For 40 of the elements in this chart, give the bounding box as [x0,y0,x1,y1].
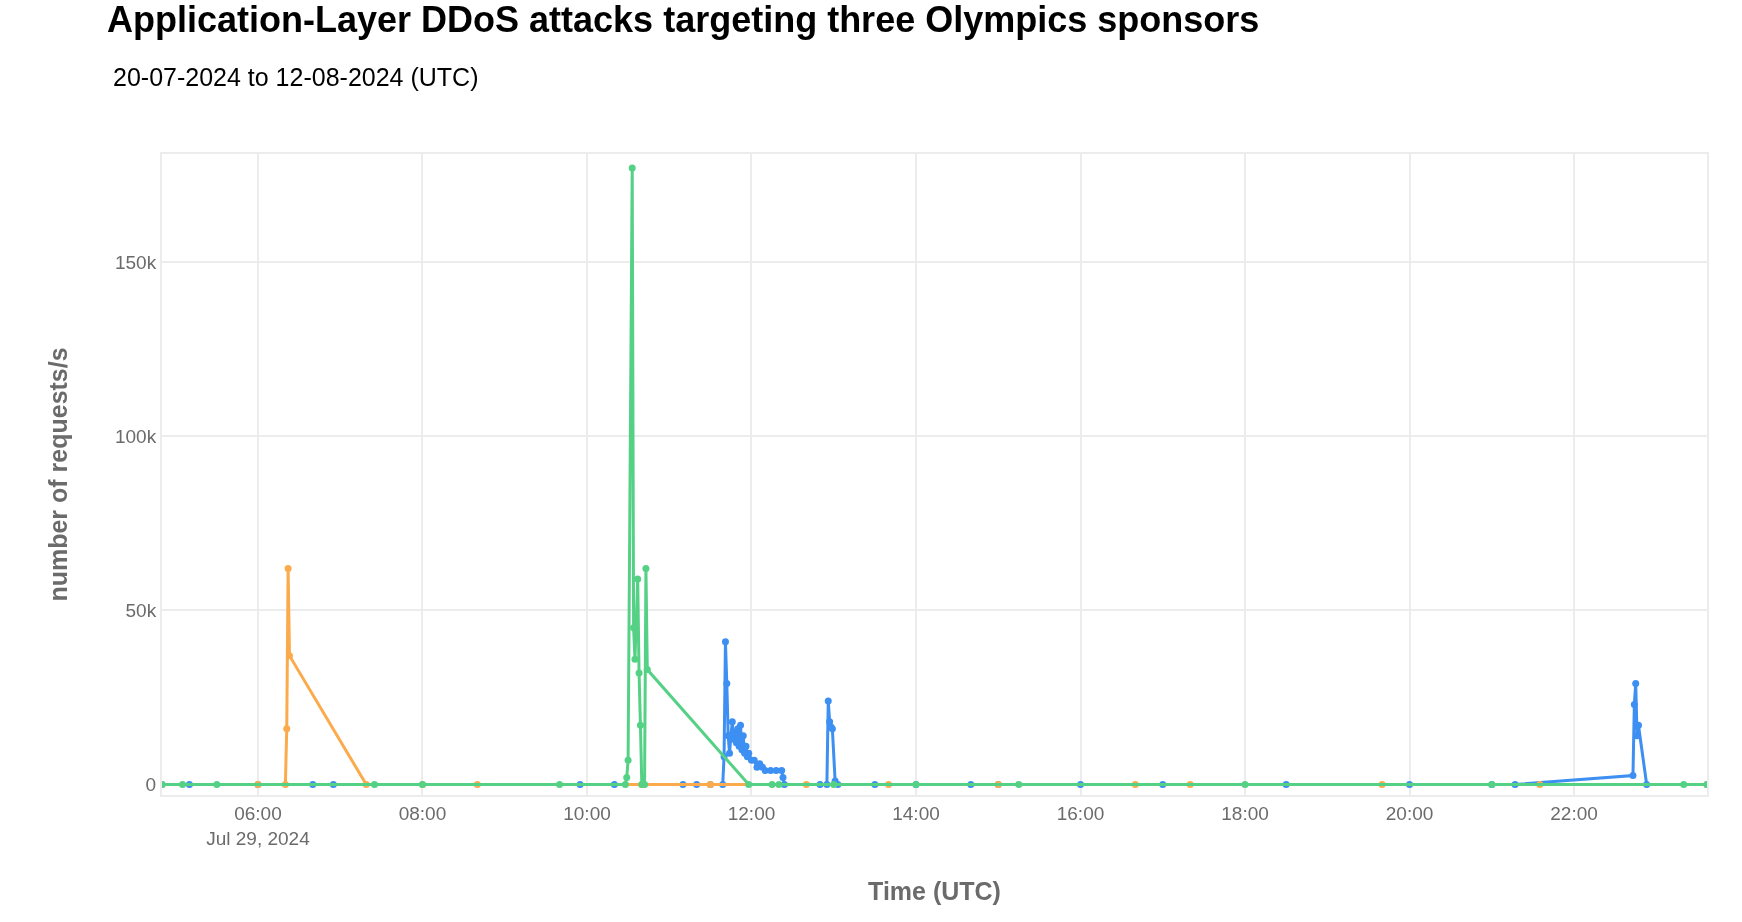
chart-title: Application-Layer DDoS attacks targeting three Olympics sponsors [107,0,1260,40]
point [179,781,187,789]
y-tick-label: 100k [115,425,157,447]
point [643,666,651,674]
x-axis-title: Time (UTC) [868,877,1001,905]
point [636,721,644,729]
x-tick-label: 16:00 [1056,802,1105,824]
point [634,575,642,583]
y-tick-label: 50k [125,600,157,622]
y-tick-label: 0 [145,774,157,796]
x-tick-label: 22:00 [1550,802,1598,824]
chart-subtitle: 20-07-2024 to 12-08-2024 (UTC) [113,63,479,91]
point [213,781,221,789]
point [1015,781,1023,789]
point [642,565,650,573]
x-tick-label: 14:00 [892,802,940,824]
x-tick-label: 20:00 [1385,802,1434,824]
point [621,781,629,789]
point [624,756,632,764]
y-axis-title: number of requests/s [44,347,73,602]
point [768,781,776,789]
point [628,164,636,172]
x-tick-label: 08:00 [398,802,447,824]
point [745,781,753,789]
point [631,655,639,663]
point [1241,781,1249,789]
x-tick-label: 06:00 Jul 29, 2024 [206,802,311,849]
x-tick-label: 18:00 [1221,802,1269,824]
point [370,781,378,789]
point [830,781,838,789]
point [635,669,643,677]
x-tick-label: 12:00 [727,802,776,824]
point [283,725,291,733]
point [623,774,631,782]
y-tick-label: 150k [115,251,157,273]
point [284,565,292,573]
point [556,781,564,789]
x-tick-label: 10:00 [563,802,611,824]
point [1680,781,1688,789]
point [775,781,783,789]
